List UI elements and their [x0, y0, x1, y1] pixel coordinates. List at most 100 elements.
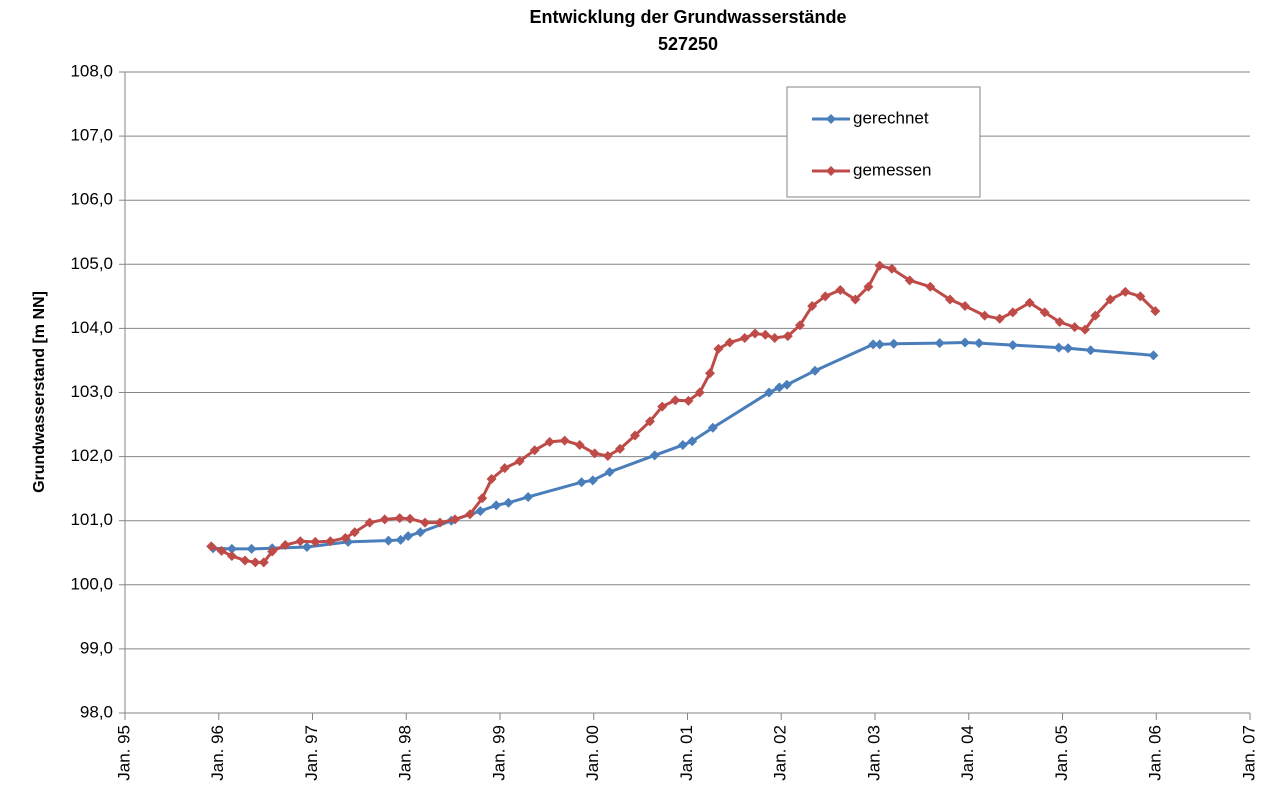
- marker: [657, 401, 668, 412]
- y-tick-label: 104,0: [70, 318, 113, 337]
- x-tick-label: Jan. 96: [208, 725, 227, 781]
- marker: [724, 337, 735, 348]
- marker: [1007, 307, 1018, 318]
- marker: [523, 491, 534, 502]
- x-tick-label: Jan. 07: [1239, 725, 1258, 781]
- marker: [280, 540, 291, 551]
- marker: [677, 440, 688, 451]
- x-tick-label: Jan. 03: [864, 725, 883, 781]
- marker: [1053, 342, 1064, 353]
- marker: [868, 339, 879, 350]
- legend-box: [786, 86, 981, 198]
- marker: [503, 497, 514, 508]
- marker: [486, 474, 497, 485]
- marker: [529, 445, 540, 456]
- marker: [405, 513, 415, 524]
- marker: [1135, 291, 1146, 302]
- marker: [707, 422, 718, 433]
- marker: [810, 365, 820, 376]
- y-tick-label: 106,0: [70, 190, 113, 209]
- marker: [559, 435, 570, 446]
- marker: [395, 534, 406, 545]
- marker: [364, 517, 375, 528]
- marker: [544, 436, 555, 447]
- marker: [979, 310, 990, 321]
- marker: [760, 329, 771, 340]
- marker: [934, 338, 945, 349]
- y-tick-label: 100,0: [70, 574, 113, 593]
- marker: [349, 527, 360, 538]
- marker: [945, 294, 955, 305]
- marker: [477, 493, 488, 504]
- marker: [246, 543, 257, 554]
- x-tick-label: Jan. 99: [489, 725, 508, 781]
- marker: [325, 536, 336, 547]
- x-tick-label: Jan. 04: [958, 725, 977, 781]
- marker: [604, 466, 615, 477]
- marker: [216, 545, 227, 556]
- marker: [450, 514, 460, 525]
- legend-marker: [826, 166, 836, 176]
- marker: [774, 382, 785, 393]
- x-tick-label: Jan. 02: [771, 725, 790, 781]
- marker: [258, 557, 269, 568]
- marker: [383, 535, 394, 546]
- marker: [781, 379, 792, 390]
- marker: [750, 328, 760, 339]
- marker: [1148, 350, 1159, 361]
- marker: [694, 387, 705, 398]
- marker: [295, 536, 306, 547]
- marker: [630, 430, 640, 441]
- marker: [226, 543, 237, 554]
- marker: [475, 506, 486, 517]
- marker: [1085, 345, 1096, 356]
- marker: [739, 333, 750, 344]
- marker: [850, 294, 861, 305]
- marker: [340, 533, 351, 544]
- marker: [394, 513, 405, 524]
- marker: [807, 300, 818, 311]
- marker: [960, 337, 970, 348]
- marker: [1007, 340, 1018, 351]
- marker: [1069, 322, 1080, 333]
- marker: [888, 338, 899, 349]
- marker: [886, 263, 897, 274]
- marker: [874, 339, 885, 350]
- marker: [1080, 324, 1090, 335]
- marker: [1120, 286, 1131, 297]
- marker: [863, 281, 874, 292]
- marker: [574, 440, 585, 451]
- marker: [1063, 343, 1074, 354]
- marker: [645, 416, 655, 427]
- marker: [310, 536, 321, 547]
- chart-subtitle: 527250: [658, 34, 718, 54]
- marker: [465, 509, 475, 520]
- marker: [974, 338, 985, 349]
- marker: [1105, 294, 1116, 305]
- x-tick-label: Jan. 98: [396, 725, 415, 781]
- marker: [670, 395, 681, 406]
- marker: [713, 343, 724, 354]
- legend-marker: [826, 114, 836, 124]
- marker: [415, 527, 426, 538]
- marker: [420, 517, 430, 528]
- y-tick-label: 108,0: [70, 61, 113, 80]
- y-tick-label: 105,0: [70, 254, 113, 273]
- marker: [782, 331, 793, 342]
- marker: [649, 450, 660, 461]
- x-tick-label: Jan. 01: [677, 725, 696, 781]
- marker: [820, 291, 831, 302]
- marker: [960, 300, 970, 311]
- marker: [1090, 310, 1101, 321]
- legend-label: gemessen: [853, 160, 931, 179]
- marker: [904, 275, 915, 286]
- chart-title: Entwicklung der Grundwasserstände: [529, 7, 846, 27]
- marker: [925, 281, 936, 292]
- marker: [835, 284, 846, 295]
- marker: [795, 320, 805, 331]
- marker: [615, 443, 625, 454]
- marker: [240, 555, 250, 566]
- marker: [250, 557, 261, 568]
